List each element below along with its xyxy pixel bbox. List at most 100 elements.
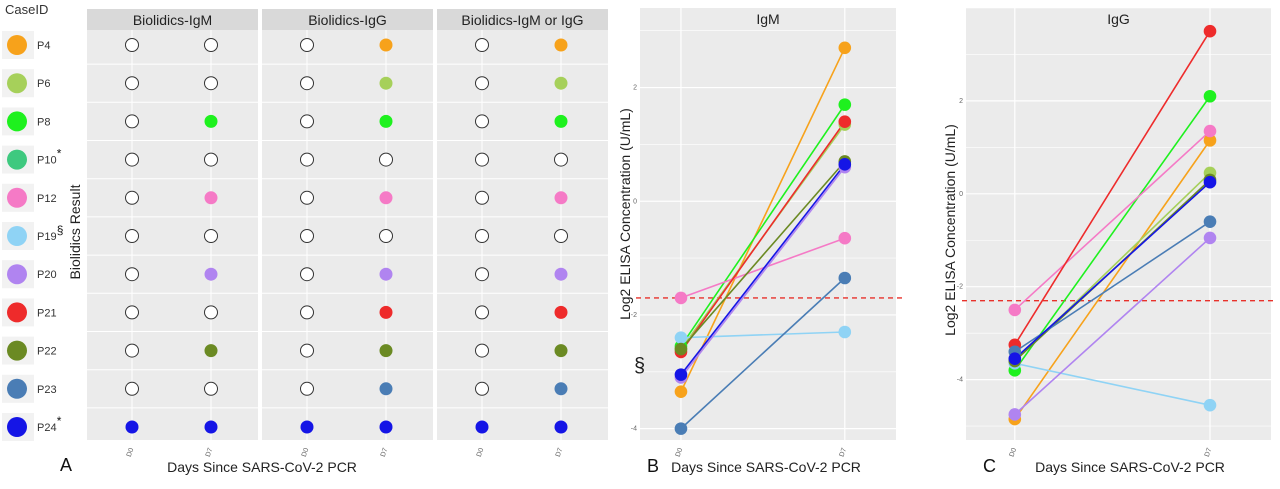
point-p23-d0 [300,381,314,396]
panel-a-xlabel: Days Since SARS-CoV-2 PCR [167,459,357,475]
y-tick-label: -4 [957,377,963,384]
y-tick-label: -4 [631,426,637,433]
point-p12-d0 [1008,303,1022,317]
panel-a-ylabel: Biolidics Result [67,184,83,279]
facet-strip [262,9,433,30]
facet-strip [437,9,608,30]
point-p8-d7 [1203,89,1217,103]
series-line-p12 [680,237,846,299]
panel-c-letter: C [983,456,996,476]
point-p6-d0 [475,76,489,91]
point-p23-d0 [125,381,139,396]
series-line-p23 [680,277,846,430]
point-p19-d0 [125,229,139,243]
legend-swatch-p22 [7,340,27,361]
point-p6-d7 [379,76,393,90]
point-p20-d0 [1008,408,1022,421]
point-p10-d0 [300,152,314,167]
point-p20-d0 [300,267,314,282]
point-p12-d7 [204,191,218,205]
point-p24-d0 [300,420,314,434]
facet-background [87,9,258,440]
x-tick-label: D0 [476,447,486,458]
point-p8-d0 [300,114,314,129]
panel-a-letter: A [60,455,72,475]
legend-mark-p19: § [57,223,64,237]
series-line-p4 [680,47,846,393]
x-tick-label: D0 [301,447,311,458]
point-p24-d0 [475,420,489,434]
point-p22-d0 [125,343,139,358]
legend-swatch-p19 [7,226,27,246]
series-line-p22 [680,160,846,350]
point-p20-d0 [125,267,139,282]
y-tick-label: -2 [631,312,637,319]
point-p24-d7 [838,158,852,171]
point-p19-d7 [1203,398,1217,412]
panel-c-ylabel: Log2 ELISA Concentration (U/mL) [942,124,958,336]
point-p8-d7 [204,114,218,128]
panel-b: Log2 ELISA Concentration (U/mL) IgM -4 -2 0… [617,8,902,476]
series-line-p24 [680,163,846,376]
series-line-p8 [1014,95,1211,371]
y-tick-label: 2 [633,85,637,92]
x-tick-label: D0 [126,447,136,458]
igm-plot: IgM -4 -2 0 2 D0 D7 [631,8,902,458]
x-tick-label: D7 [839,447,849,458]
panel-c: Log2 ELISA Concentration (U/mL) IgG -4 -2 0… [942,7,1277,476]
point-p22-d0 [674,342,688,356]
point-p12-d7 [1203,124,1217,138]
point-p24-d0 [1008,352,1022,366]
legend-swatch-p20 [7,264,27,285]
panel-b-xlabel: Days Since SARS-CoV-2 PCR [671,459,861,475]
facet-title: Biolidics-IgG [308,12,387,28]
point-p24-d7 [204,420,218,434]
series-line-p21 [680,121,846,353]
point-p19-d7 [838,325,852,339]
x-tick-label: D7 [555,447,565,458]
point-p23-d0 [475,381,489,396]
point-p22-d7 [204,344,218,358]
facet-3: Biolidics-IgM or IgG D0 D7 [437,9,608,458]
panel-b-letter: B [647,456,659,476]
legend-swatch-p24 [7,417,27,437]
point-p23-d7 [204,381,218,396]
point-p23-d7 [554,382,568,396]
x-tick-label: D7 [380,447,390,458]
panel-b-annotation: § [634,355,645,377]
point-p23-d7 [1203,215,1217,228]
igg-plot: IgG -4 -2 0 2 D0 D7 [957,7,1277,458]
point-p23-d7 [379,382,393,396]
point-p20-d7 [204,267,218,281]
point-p23-d7 [838,271,852,285]
point-p4-d0 [125,38,139,52]
facet-title: Biolidics-IgM or IgG [461,12,583,28]
legend-label-p10: P10 [37,155,57,167]
point-p19-d7 [379,229,393,243]
facet-strip [87,9,258,30]
plot-title: IgM [756,11,779,27]
point-p21-d7 [204,305,218,320]
point-p12-d0 [475,190,489,205]
point-p19-d7 [554,229,568,243]
point-p6-d0 [300,76,314,91]
point-p6-d7 [554,76,568,90]
facet-2: Biolidics-IgG D0 D7 [262,9,433,458]
point-p4-d7 [554,38,568,52]
point-p22-d7 [554,344,568,358]
legend-label-p6: P6 [37,78,50,90]
point-p21-d0 [475,305,489,320]
panel-b-ylabel: Log2 ELISA Concentration (U/mL) [617,108,633,320]
point-p6-d7 [204,76,218,91]
plot-title: IgG [1107,11,1130,27]
point-p6-d0 [125,76,139,91]
point-p10-d7 [204,152,218,167]
plot-background [640,8,896,440]
point-p12-d0 [674,291,688,305]
point-p10-d0 [475,152,489,167]
panel-c-xlabel: Days Since SARS-CoV-2 PCR [1035,459,1225,475]
series-line-p20 [680,166,846,378]
point-p19-d0 [475,229,489,243]
